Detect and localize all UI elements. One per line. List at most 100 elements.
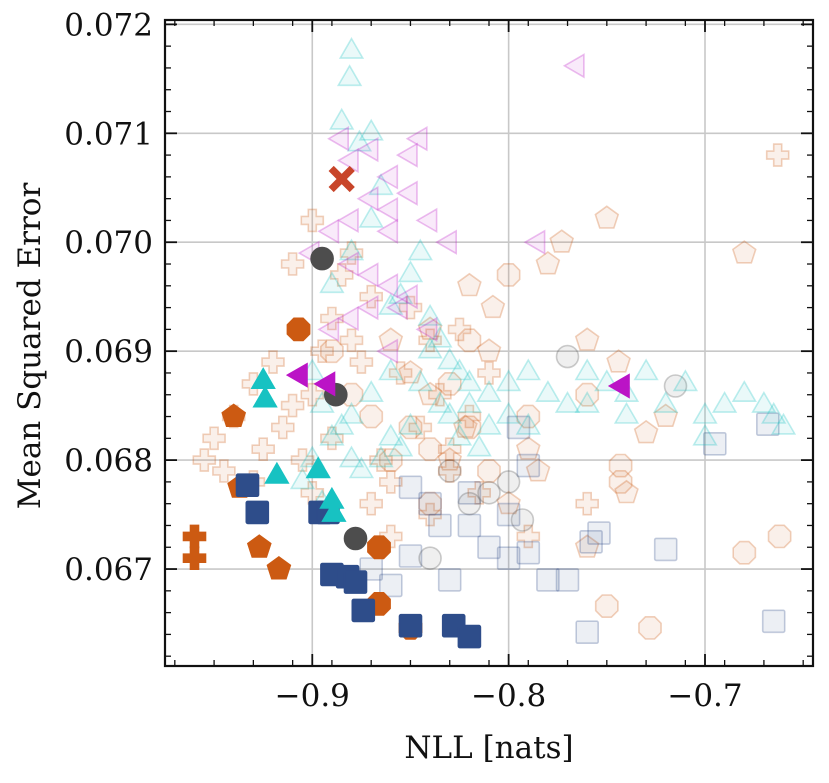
teal-triangle-faint-point [407, 369, 433, 392]
orange-octagon-faint-point [594, 594, 619, 618]
teal-triangle-faint-point [437, 401, 463, 424]
teal-triangle-faint-point [476, 412, 502, 435]
teal-triangle-faint-point [456, 391, 483, 413]
gray-circle-point [310, 246, 334, 271]
teal-triangle-faint-point [338, 401, 365, 424]
navy-square-faint-point [516, 540, 541, 565]
teal-triangle-faint-point [329, 107, 355, 130]
navy-square-faint-point [457, 480, 482, 505]
teal-triangle-faint-point [368, 445, 394, 468]
navy-square-faint-point [516, 453, 541, 478]
orange-plus-faint-point [280, 252, 305, 276]
teal-triangle-faint-point [338, 238, 365, 261]
teal-triangle-faint-point [456, 369, 483, 392]
magenta-triangle-faint-point [317, 218, 340, 244]
navy-square-point [343, 570, 368, 594]
navy-square-point [457, 624, 482, 649]
orange-plus-faint-point [310, 339, 334, 364]
gray-circle-faint-point [437, 459, 462, 483]
y-tick-label: 0.067 [64, 552, 153, 588]
orange-octagon-faint-point [608, 470, 633, 494]
orange-plus-faint-point [378, 470, 403, 494]
orange-plus-faint-point [300, 382, 325, 407]
magenta-triangle-point [285, 362, 308, 388]
orange-pentagon-point [221, 403, 247, 428]
teal-triangle-faint-point [319, 423, 345, 446]
data-points [182, 37, 797, 649]
teal-triangle-faint-point [407, 238, 433, 261]
orange-plus-faint-point [378, 524, 403, 549]
magenta-triangle-faint-point [356, 186, 379, 212]
x-axis-label: NLL [nats] [404, 730, 573, 766]
orange-plus-faint-point [261, 350, 285, 374]
teal-triangle-faint-point [336, 64, 363, 87]
navy-square-faint-point [398, 475, 423, 500]
navy-square-faint-point [579, 529, 603, 554]
navy-square-faint-point [761, 609, 786, 634]
teal-triangle-faint-point [515, 358, 541, 381]
orange-pentagon-faint-point [614, 479, 639, 504]
teal-triangle-point [252, 385, 278, 408]
orange-pentagon-faint-point [653, 403, 679, 428]
magenta-triangle-faint-point [395, 180, 418, 206]
orange-pentagon-faint-point [457, 272, 482, 297]
teal-triangle-faint-point [613, 401, 640, 424]
teal-triangle-faint-point [653, 391, 679, 413]
orange-plus-faint-point [339, 328, 364, 353]
teal-triangle-faint-point [397, 412, 424, 435]
orange-octagon-faint-point [378, 448, 403, 472]
navy-square-faint-point [536, 568, 560, 592]
orange-pentagon-faint-point [496, 490, 521, 515]
orange-plus-faint-point [359, 284, 384, 309]
orange-plus-faint-point [320, 426, 344, 451]
orange-pentagon-point [266, 556, 292, 580]
orange-plus-faint-point [467, 480, 492, 505]
orange-plus-faint-point [428, 382, 452, 407]
orange-pentagon-faint-point [476, 338, 502, 362]
orange-octagon-faint-point [575, 382, 600, 407]
orange-plus-faint-point [329, 263, 354, 287]
orange-octagon-faint-point [477, 459, 501, 483]
y-tick-label: 0.069 [64, 334, 153, 370]
teal-triangle-faint-point [574, 358, 600, 381]
orange-plus-faint-point [212, 459, 236, 483]
y-tick-label: 0.068 [64, 443, 153, 479]
x-tick-label: −0.7 [667, 678, 742, 714]
orange-plus-faint-point [349, 350, 374, 374]
orange-octagon-faint-point [437, 372, 462, 396]
navy-square-faint-point [702, 431, 727, 456]
teal-triangle-faint-point [633, 358, 659, 381]
orange-plus-faint-point [369, 448, 393, 472]
navy-square-faint-point [428, 513, 452, 538]
teal-triangle-faint-point [751, 391, 777, 413]
orange-pentagon-faint-point [549, 229, 575, 253]
orange-plus-point [182, 546, 207, 571]
magenta-triangle-faint-point [327, 126, 350, 152]
tick-labels: −0.9 −0.8 −0.7 0.067 0.068 0.069 0.070 0.071 0.0… [64, 7, 742, 714]
navy-square-faint-point [437, 568, 462, 592]
teal-triangle-faint-point [466, 434, 492, 457]
navy-square-faint-point [755, 412, 780, 437]
orange-plus-faint-point [339, 241, 364, 265]
magenta-triangle-faint-point [317, 316, 340, 343]
magenta-triangle-faint-point [336, 251, 359, 277]
y-tick-label: 0.072 [64, 7, 153, 43]
orange-pentagon-faint-point [480, 294, 506, 319]
orange-octagon-faint-point [398, 415, 423, 440]
teal-triangle-faint-point [515, 412, 541, 435]
orange-octagon-point [367, 535, 391, 560]
teal-triangle-faint-point [329, 412, 355, 435]
red-x-point [328, 165, 355, 193]
gray-circle-faint-point [663, 374, 688, 398]
magenta-triangle-faint-point [356, 262, 379, 288]
gray-circle-faint-point [457, 491, 482, 516]
orange-pentagon-faint-point [525, 458, 551, 482]
orange-plus-faint-point [270, 415, 295, 440]
gray-circle-faint-point [477, 480, 501, 505]
axis-ticks [165, 20, 813, 666]
teal-triangle-faint-point [574, 391, 600, 413]
navy-square-point [245, 500, 270, 525]
magenta-triangle-faint-point [376, 273, 399, 299]
